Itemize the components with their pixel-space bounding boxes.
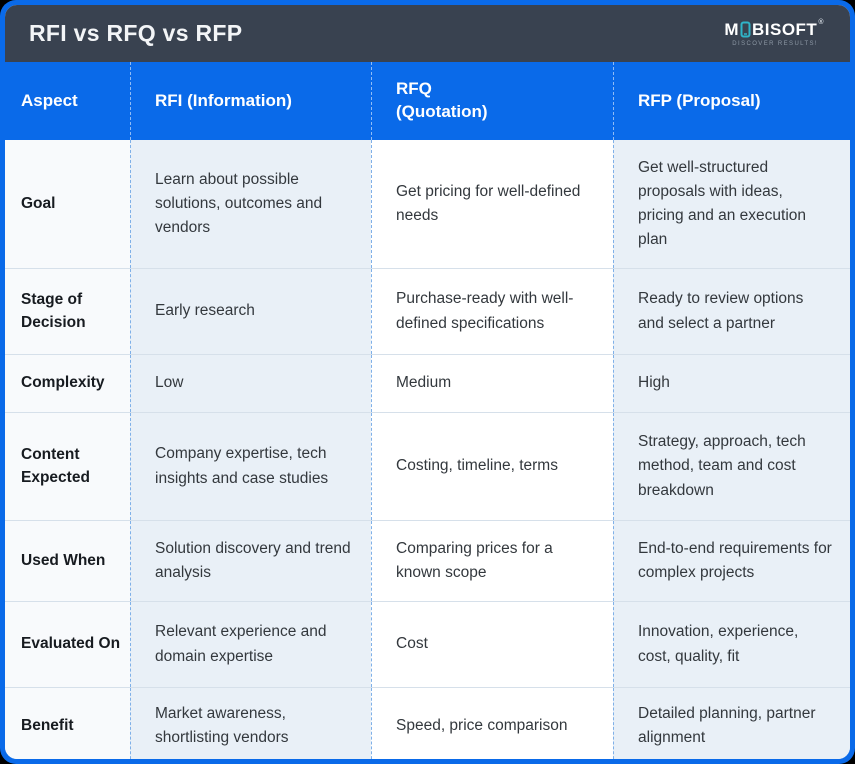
logo-tagline: DISCOVER RESULTS! [732,40,818,47]
rfq-cell: Costing, timeline, terms [371,413,613,520]
rfi-cell: Early research [130,269,371,354]
rfi-cell: Learn about possible solutions, outcomes… [130,140,371,268]
rfi-cell: Relevant experience and domain expertise [130,602,371,687]
card-inner: RFI vs RFQ vs RFP M BISOFT ® DISCOVER RE… [5,5,850,759]
rfq-cell: Purchase-ready with well-defined specifi… [371,269,613,354]
table-body: Goal Learn about possible solutions, out… [5,140,850,759]
rfp-cell: Strategy, approach, tech method, team an… [613,413,850,520]
table-row: Benefit Market awareness, shortlisting v… [5,687,850,759]
rfp-cell: Ready to review options and select a par… [613,269,850,354]
rfq-cell: Speed, price comparison [371,688,613,759]
rfp-cell: High [613,355,850,412]
rfp-cell: End-to-end requirements for complex proj… [613,521,850,601]
aspect-cell: Benefit [5,688,130,759]
aspect-cell: Evaluated On [5,602,130,687]
rfi-cell: Solution discovery and trend analysis [130,521,371,601]
table-row: Evaluated On Relevant experience and dom… [5,601,850,687]
column-header-rfp: RFP (Proposal) [613,62,850,140]
rfq-cell: Comparing prices for a known scope [371,521,613,601]
aspect-cell: Goal [5,140,130,268]
rfi-cell: Company expertise, tech insights and cas… [130,413,371,520]
aspect-cell: Used When [5,521,130,601]
phone-icon [740,21,751,38]
page-title: RFI vs RFQ vs RFP [29,20,243,46]
table-header-row: Aspect RFI (Information) RFQ (Quotation)… [5,62,850,140]
title-bar: RFI vs RFQ vs RFP M BISOFT ® DISCOVER RE… [5,5,850,62]
table-row: Content Expected Company expertise, tech… [5,412,850,520]
rfp-cell: Innovation, experience, cost, quality, f… [613,602,850,687]
registered-mark: ® [818,18,824,26]
rfp-cell: Get well-structured proposals with ideas… [613,140,850,268]
table-row: Used When Solution discovery and trend a… [5,520,850,601]
mobisoft-logo: M BISOFT ® DISCOVER RESULTS! [724,18,824,47]
rfq-cell: Medium [371,355,613,412]
logo-letter-m: M [724,19,739,39]
column-header-rfi: RFI (Information) [130,62,371,140]
rfi-cell: Low [130,355,371,412]
rfp-cell: Detailed planning, partner alignment [613,688,850,759]
aspect-cell: Content Expected [5,413,130,520]
rfq-cell: Cost [371,602,613,687]
rfi-cell: Market awareness, shortlisting vendors [130,688,371,759]
logo-letters-bisoft: BISOFT [751,19,818,39]
table-row: Complexity Low Medium High [5,354,850,412]
column-header-rfq: RFQ (Quotation) [371,62,613,140]
logo-wordmark: M BISOFT ® [724,18,824,39]
rfq-cell: Get pricing for well-defined needs [371,140,613,268]
aspect-cell: Complexity [5,355,130,412]
column-header-aspect: Aspect [21,90,78,110]
aspect-cell: Stage of Decision [5,269,130,354]
table-row: Stage of Decision Early research Purchas… [5,268,850,354]
table-row: Goal Learn about possible solutions, out… [5,140,850,268]
